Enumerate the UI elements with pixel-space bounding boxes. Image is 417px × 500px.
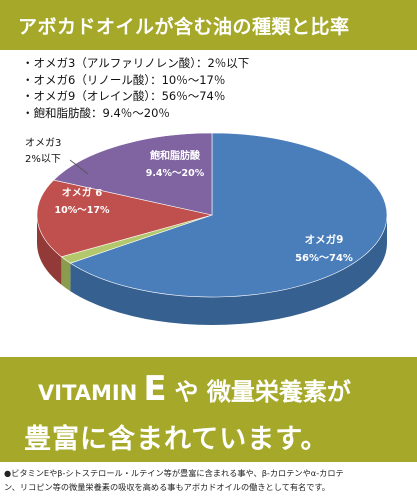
legend-item-omega3: ・オメガ3（アルファリノレン酸）：2％以下 xyxy=(22,56,250,70)
pie-slice-飽和脂肪酸 xyxy=(53,132,213,216)
pie-side-オメガ3 xyxy=(61,256,71,292)
pie-side-オメガ6 xyxy=(37,215,62,285)
pie-top-group xyxy=(36,132,388,298)
pie-side-オメガ9 xyxy=(70,215,387,325)
label-omega3-range: 2%以下 xyxy=(25,154,61,165)
label-saturated-name: 飽和脂肪酸 xyxy=(149,149,201,162)
label-omega6-name: オメガ 6 xyxy=(62,186,102,199)
label-omega6-range: 10%～17% xyxy=(55,205,110,216)
footnote-line-2: ン、リコピン等の微量栄養素の吸収を高める事もアボカドオイルの働きとして有名です。 xyxy=(4,482,330,492)
label-omega9-range: 56%～74% xyxy=(295,253,353,264)
legend-list: ・オメガ3（アルファリノレン酸）：2％以下 ・オメガ6（リノール酸）：10％～1… xyxy=(22,55,249,121)
footnote: ●ビタミンEやβ-シトステロール・ルテイン等が豊富に含まれる事や、β-カロテンや… xyxy=(4,466,414,494)
label-omega9-name: オメガ9 xyxy=(305,233,344,246)
pie-chart: オメガ9 56%～74% オメガ 6 10%～17% 飽和脂肪酸 9.4%～20… xyxy=(25,132,388,325)
page-title: アボカドオイルが含む油の種類と比率 xyxy=(18,16,350,38)
promo-line-2: 豊富に含まれています。 xyxy=(24,424,329,455)
promo-line-1: VITAMIN E や 微量栄養素が xyxy=(38,369,351,409)
leader-line-omega3 xyxy=(69,159,89,175)
label-saturated-range: 9.4%～20% xyxy=(146,168,205,179)
legend-item-omega9: ・オメガ9（オレイン酸）：56％～74％ xyxy=(22,89,226,103)
pie-slice-オメガ6 xyxy=(36,179,213,258)
pie-side-group xyxy=(37,215,387,325)
promo-line-1-rest: や 微量栄養素が xyxy=(174,378,351,406)
legend-item-saturated: ・飽和脂肪酸：9.4％～20％ xyxy=(22,105,170,120)
promo-banner: VITAMIN E や 微量栄養素が 豊富に含まれています。 xyxy=(0,357,417,462)
label-omega3-name: オメガ3 xyxy=(25,137,61,149)
footnote-line-1: ●ビタミンEやβ-シトステロール・ルテイン等が豊富に含まれる事や、β-カロテンや… xyxy=(4,468,344,478)
promo-vitamin-e: E xyxy=(143,369,167,409)
legend-item-omega6: ・オメガ6（リノール酸）：10％～17％ xyxy=(22,72,226,87)
pie-slice-オメガ9 xyxy=(69,132,388,298)
title-banner: アボカドオイルが含む油の種類と比率 xyxy=(0,0,417,50)
promo-vitamin: VITAMIN xyxy=(38,381,138,405)
